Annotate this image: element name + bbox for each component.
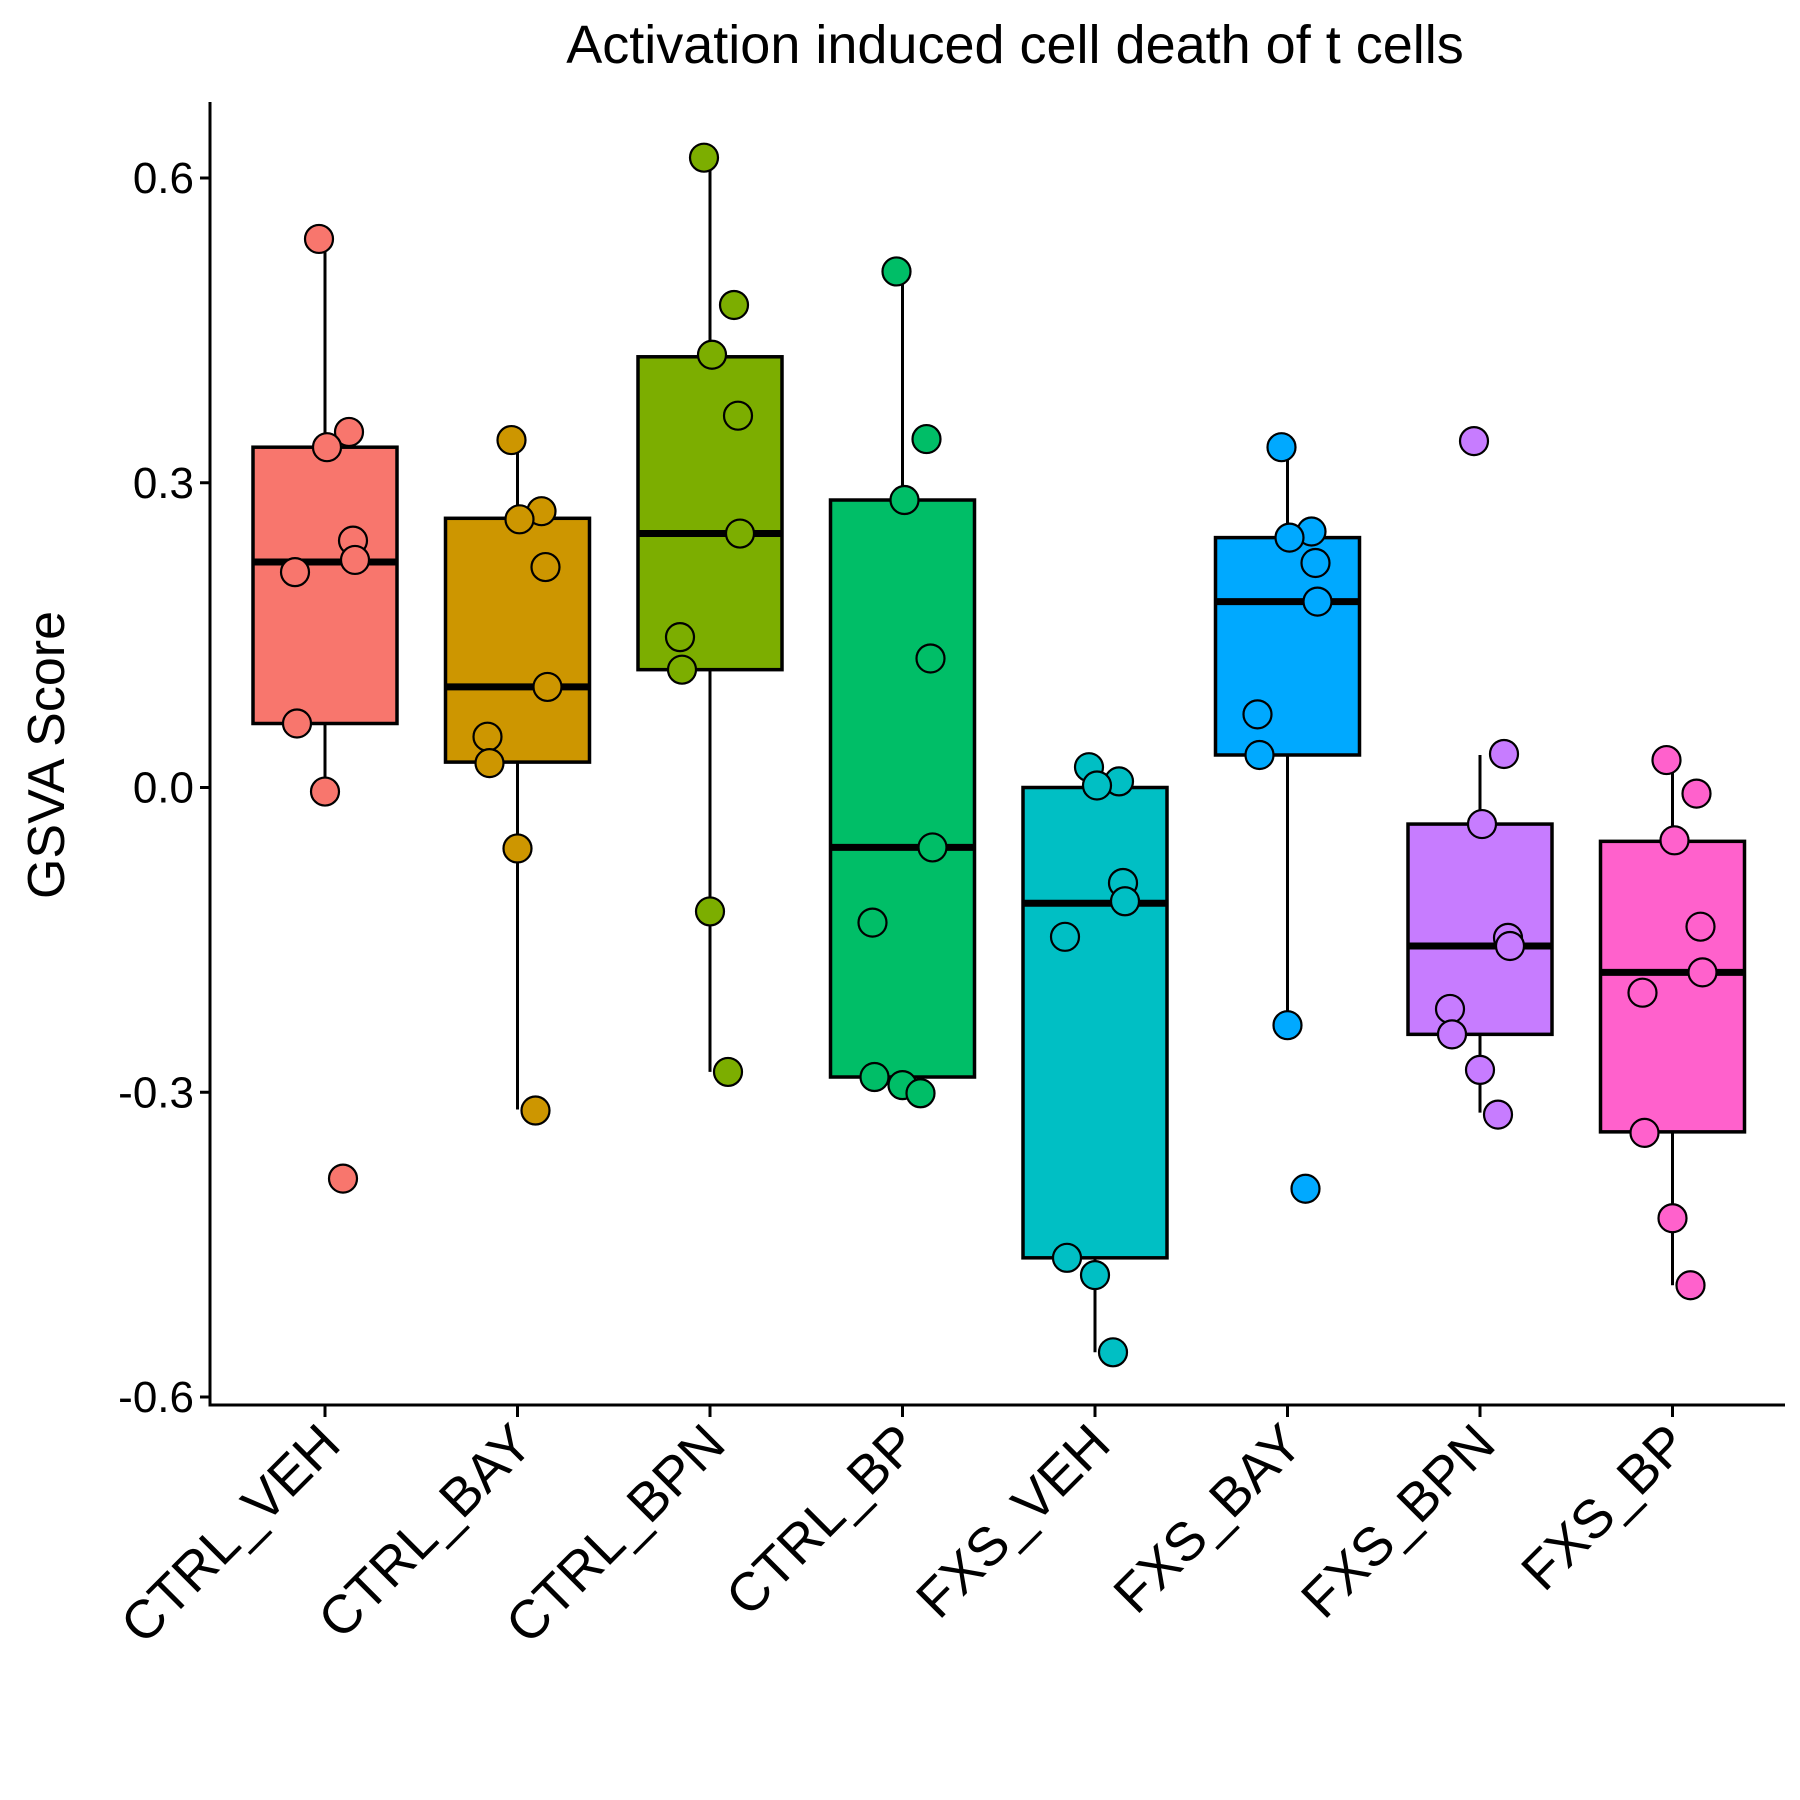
data-point [694,896,726,927]
y-tick-label: -0.6 [118,1373,194,1422]
data-point [859,1061,890,1093]
x-tick-label: CTRL_VEH [110,1413,352,1655]
box [636,355,784,672]
data-point [309,776,341,807]
data-point [1675,1270,1706,1301]
box [1406,822,1554,1037]
y-tick-label: 0.6 [133,154,194,203]
data-point [688,142,720,173]
data-point [1049,921,1081,952]
data-point [1482,1099,1514,1130]
data-point [1488,738,1520,770]
y-axis-label: GSVA Score [18,611,76,899]
chart-title: Activation induced cell death of t cells [566,15,1464,75]
data-point [1290,1173,1321,1204]
data-point [532,671,563,703]
y-tick-label: -0.3 [118,1068,194,1117]
data-point [504,504,535,535]
data-point [915,643,946,674]
data-point [474,748,505,779]
data-point [496,424,527,456]
data-point [1651,744,1682,776]
data-point [1274,522,1305,553]
data-point [857,907,888,938]
data-point [917,832,948,863]
x-tick-label: FXS_VEH [905,1413,1121,1629]
box-group [828,256,977,1109]
data-point [1629,1117,1660,1148]
x-tick-label: FXS_BAY [1102,1413,1314,1625]
box [1021,785,1169,1260]
data-point [1436,1019,1468,1050]
data-point [881,256,912,287]
data-point [666,654,698,685]
data-point [889,484,920,516]
x-tick-label: FXS_BP [1510,1413,1699,1602]
data-point [696,339,728,370]
data-point [1097,1337,1129,1368]
data-point [1079,1259,1111,1291]
data-point [712,1056,744,1088]
data-point [281,708,313,739]
data-point [911,423,942,455]
data-point [664,622,696,653]
y-tick-label: 0.0 [133,764,194,813]
data-point [1300,547,1331,579]
data-point [1266,432,1297,463]
box [1598,839,1747,1134]
data-point [1627,977,1658,1008]
box [443,516,592,764]
data-point [722,400,754,431]
data-point [1659,825,1690,856]
x-tick-label: FXS_BPN [1290,1413,1506,1629]
data-point [339,544,371,576]
data-point [327,1163,359,1194]
box-group [636,142,784,1088]
data-point [1109,886,1141,917]
data-point [905,1078,936,1109]
box [1213,535,1362,757]
data-point [472,721,503,752]
data-point [1434,993,1466,1025]
data-point [1244,739,1275,771]
box-group [1021,752,1169,1368]
data-point [279,557,311,588]
box [828,498,977,1079]
data-point [718,289,750,321]
data-point [333,416,365,448]
data-point [520,1095,551,1126]
box-group [443,424,592,1126]
data-point [1081,770,1113,801]
box-group [1406,426,1554,1130]
data-point [1272,1010,1303,1041]
data-point [530,551,561,583]
plot-area: 0.60.30.0-0.3-0.6CTRL_VEHCTRL_BAYCTRL_BP… [110,102,1785,1655]
box-group [1598,744,1747,1301]
data-point [1242,699,1273,730]
data-point [1464,1054,1496,1086]
data-point [1685,911,1716,942]
box-group [251,223,399,1194]
data-point [1494,930,1526,962]
data-point [1681,778,1712,809]
data-point [724,518,756,549]
box [251,445,399,726]
data-point [1687,957,1718,988]
data-point [1051,1242,1083,1273]
data-point [1657,1203,1688,1234]
data-point [1302,586,1333,617]
x-tick-label: CTRL_BP [715,1413,929,1627]
box-group [1213,432,1362,1204]
data-point [303,223,335,255]
y-tick-label: 0.3 [133,459,194,508]
data-point [311,432,343,463]
data-point [1466,808,1498,840]
data-point [502,833,533,864]
data-point [1458,426,1490,457]
